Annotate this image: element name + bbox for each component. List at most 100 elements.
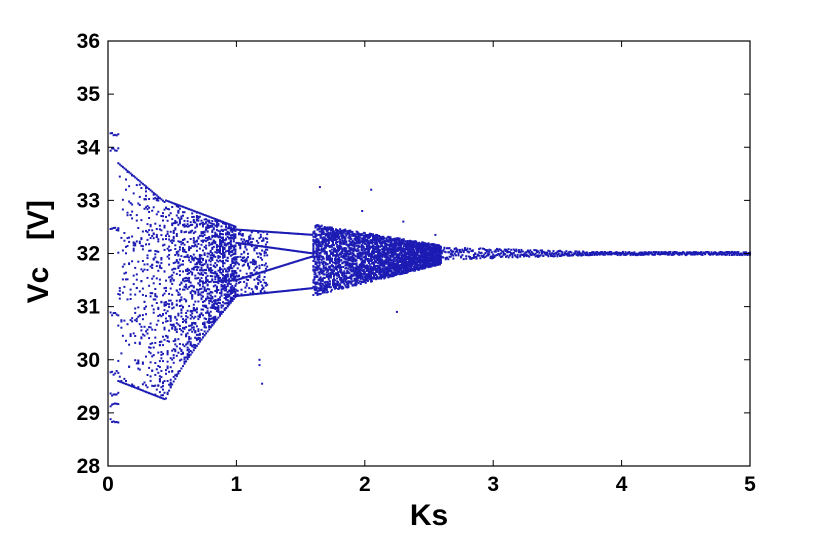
data-point [314,272,317,275]
data-point [169,317,172,320]
data-point [339,240,342,243]
data-point [137,260,140,263]
data-point [226,293,229,296]
data-point [410,248,412,251]
data-point [357,281,360,284]
data-point [335,273,337,276]
data-point [214,306,217,309]
data-point [186,255,189,258]
data-point [259,236,262,238]
data-point [353,259,356,262]
data-point [212,281,215,284]
data-point [363,272,366,275]
data-point [324,262,327,265]
data-point [279,265,282,268]
data-point [373,241,375,244]
data-point [217,278,220,281]
data-point [252,260,255,263]
data-point [203,281,206,284]
data-point [355,270,358,272]
data-point [252,263,255,265]
data-point [406,255,409,258]
data-point [261,271,264,274]
data-point [350,268,353,271]
data-point [141,389,144,392]
data-point [152,257,155,260]
data-point [255,265,258,268]
data-point [313,256,316,259]
data-point [339,283,342,286]
data-point [359,277,362,280]
data-point [313,230,316,233]
data-point [387,263,390,266]
data-point [342,254,345,257]
data-point [380,245,383,247]
data-point [194,277,197,280]
data-point [154,253,157,256]
data-point [208,288,211,291]
data-point [263,245,266,248]
data-point [291,249,294,252]
data-point [222,247,224,249]
data-point [149,225,152,228]
data-point [214,234,217,237]
data-point [355,283,358,286]
data-point [358,236,361,239]
data-point [316,240,319,243]
data-point [128,384,131,387]
data-point [217,249,220,251]
data-point [163,208,166,211]
data-point [192,346,195,349]
data-point [248,265,251,268]
data-point [353,271,356,274]
data-point [282,290,285,293]
data-point [219,311,221,314]
data-point [280,231,283,234]
data-point [250,229,253,232]
data-point [325,251,328,254]
data-point [383,269,386,272]
data-point [129,293,132,296]
data-point [330,251,333,254]
data-point [146,257,149,260]
data-point [209,291,212,294]
data-point [357,257,360,259]
data-point [238,228,240,231]
data-point [352,274,355,277]
data-point [319,243,322,246]
data-point [115,393,118,396]
data-point [350,259,353,262]
data-point [171,370,174,372]
data-point [162,215,164,218]
data-point [335,242,337,245]
data-point [373,268,375,271]
data-point [358,242,361,245]
data-point [149,361,152,364]
data-point [208,319,211,322]
data-point [149,265,152,268]
data-point [197,236,200,239]
data-point [228,247,231,250]
data-point [319,280,322,283]
data-point [316,253,319,256]
data-point [222,233,224,236]
data-point [389,256,392,259]
data-point [341,274,344,276]
data-point [234,284,237,287]
data-point [121,198,124,201]
data-point [222,221,224,224]
data-point [222,261,224,264]
data-point [277,290,280,293]
data-point [373,262,375,265]
data-point [335,287,337,289]
data-point [203,231,206,234]
data-point [253,273,256,276]
data-point [377,246,380,249]
data-point [141,248,144,251]
data-point [379,266,382,269]
data-point [391,263,394,266]
data-point [198,340,201,343]
data-point [248,242,251,245]
data-point [214,242,217,245]
data-point [211,320,214,323]
